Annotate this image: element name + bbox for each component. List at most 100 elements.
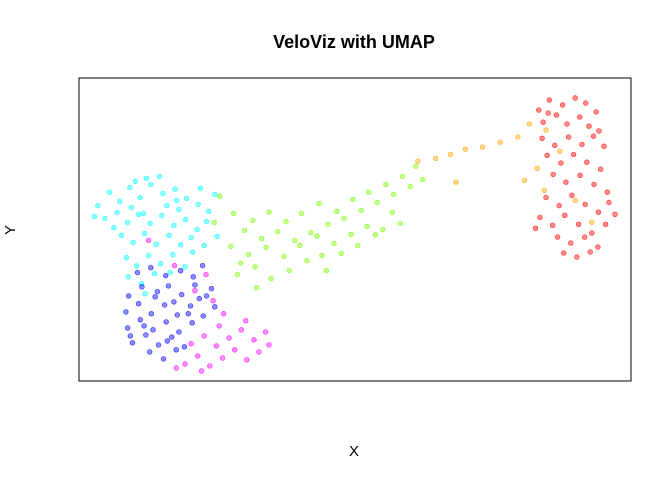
data-point (420, 176, 426, 183)
data-point (182, 216, 189, 223)
data-point (316, 200, 322, 207)
data-point (166, 232, 172, 239)
data-point (203, 271, 209, 278)
data-point (604, 189, 610, 195)
data-point (230, 210, 237, 217)
data-point (173, 347, 179, 353)
data-point (590, 133, 597, 139)
data-point (111, 225, 117, 231)
data-point (245, 251, 252, 258)
data-point (140, 210, 147, 217)
data-point (211, 219, 217, 226)
data-point (560, 250, 567, 256)
data-point (141, 323, 147, 329)
data-point (169, 334, 175, 340)
data-point (158, 261, 164, 267)
data-point (212, 191, 218, 198)
data-point (152, 294, 158, 300)
data-point (174, 312, 181, 318)
data-point (453, 179, 459, 185)
data-point (133, 263, 140, 269)
data-point (150, 327, 156, 333)
data-point (568, 240, 574, 246)
data-point (176, 206, 182, 213)
data-point (171, 299, 177, 305)
data-point (201, 333, 208, 339)
data-point (130, 239, 136, 246)
data-point (117, 198, 123, 205)
data-point (390, 191, 397, 198)
data-point (163, 272, 169, 279)
data-point (192, 282, 198, 288)
data-point (177, 242, 184, 248)
data-point (199, 262, 206, 269)
data-point (379, 226, 386, 233)
data-point (124, 219, 131, 226)
data-point (106, 189, 113, 195)
data-point (143, 175, 150, 182)
data-point (188, 341, 194, 347)
data-point (194, 226, 200, 233)
data-point (553, 112, 560, 118)
data-point (319, 252, 325, 259)
data-point (195, 353, 201, 359)
data-point (298, 210, 305, 217)
data-point (147, 220, 153, 227)
data-point (139, 284, 145, 290)
data-point (256, 349, 262, 355)
data-point (562, 212, 568, 219)
data-point (219, 355, 226, 361)
data-point (281, 253, 287, 260)
data-point (537, 214, 543, 221)
data-point (334, 208, 340, 215)
data-point (190, 274, 197, 280)
data-point (127, 184, 133, 191)
data-point (570, 151, 577, 158)
data-point (216, 323, 222, 329)
data-point (574, 254, 580, 260)
data-point (415, 158, 421, 165)
data-point (539, 135, 545, 142)
data-point (142, 291, 148, 297)
data-point (323, 268, 329, 274)
data-point (383, 181, 389, 188)
data-point (612, 211, 618, 218)
data-point (208, 285, 215, 292)
data-point (118, 232, 125, 239)
data-point (557, 148, 563, 155)
data-point (581, 234, 588, 240)
data-point (143, 332, 149, 338)
data-point (413, 163, 419, 169)
data-point (148, 311, 155, 317)
data-point (283, 218, 289, 225)
data-point (558, 160, 564, 166)
plot-frame (78, 77, 632, 382)
data-point (164, 202, 170, 209)
data-point (145, 252, 152, 259)
data-point (563, 179, 569, 185)
data-point (541, 187, 547, 194)
data-point (596, 128, 602, 134)
data-point (577, 172, 583, 179)
data-point (297, 242, 303, 249)
data-point (134, 269, 141, 276)
data-point (358, 207, 364, 214)
data-point (187, 303, 194, 309)
data-point (165, 283, 172, 289)
data-point (195, 201, 201, 208)
data-point (532, 225, 539, 232)
data-point (350, 196, 356, 203)
data-point (432, 155, 439, 162)
data-point (399, 173, 406, 180)
data-point (213, 343, 220, 349)
data-point (95, 202, 101, 209)
data-point (102, 215, 108, 222)
data-point (559, 102, 566, 108)
data-point (314, 233, 320, 239)
data-point (526, 121, 533, 127)
data-point (521, 177, 528, 184)
data-point (171, 222, 177, 229)
data-point (595, 244, 601, 250)
data-point (160, 190, 166, 197)
